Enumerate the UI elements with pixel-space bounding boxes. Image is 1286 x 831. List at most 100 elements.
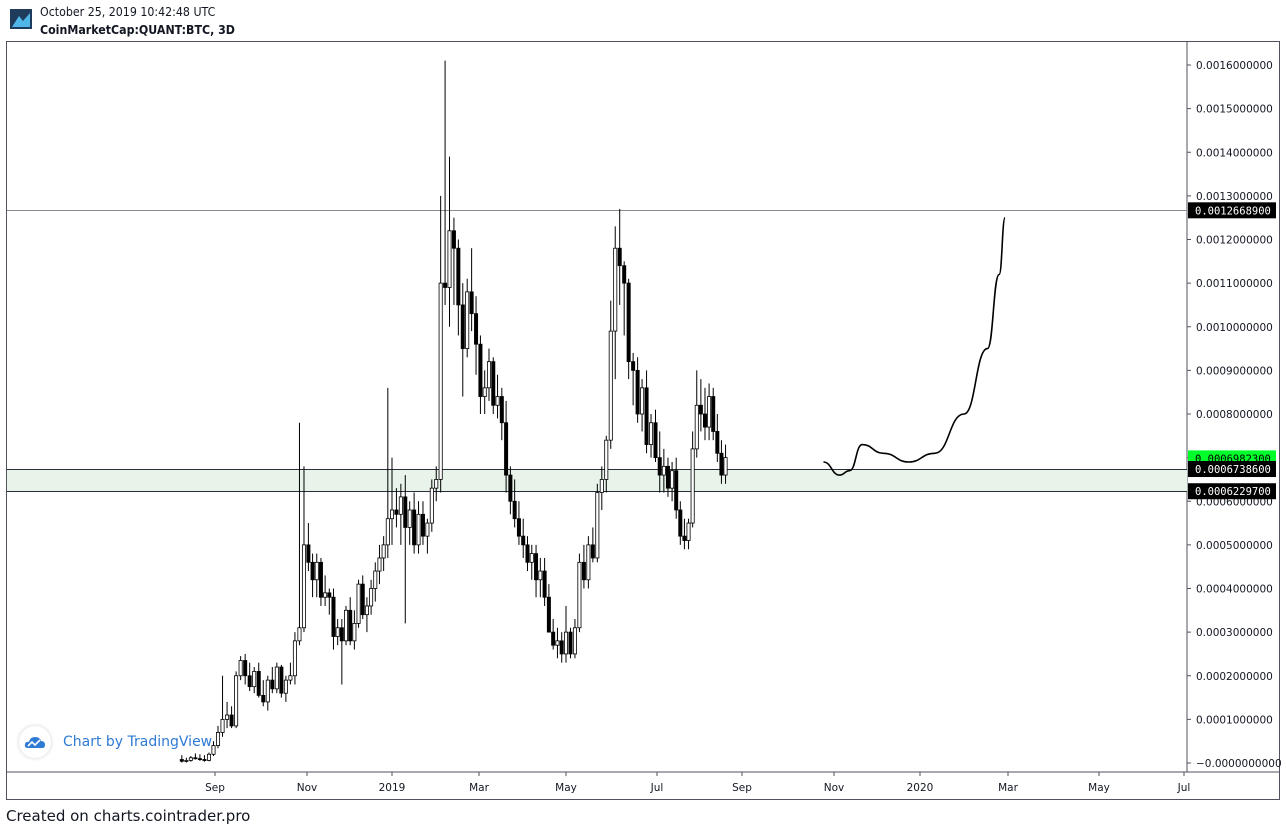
candle-body[interactable] [327,592,332,598]
candle-body[interactable] [698,404,703,415]
candle-body[interactable] [590,544,595,559]
candle-body[interactable] [640,387,645,415]
candle-body[interactable] [297,627,302,642]
candle-body[interactable] [364,605,369,616]
candle-body[interactable] [512,500,517,520]
candle-body[interactable] [301,544,306,629]
candle-body[interactable] [373,570,378,589]
candle-body[interactable] [234,675,239,727]
candle-body[interactable] [318,561,323,598]
candle-body[interactable] [572,627,577,655]
candle-body[interactable] [394,509,399,515]
candle-body[interactable] [247,675,252,688]
candle-body[interactable] [542,570,547,598]
candle-body[interactable] [604,439,609,480]
candle-body[interactable] [465,291,470,349]
candle-body[interactable] [460,304,465,349]
candle-body[interactable] [499,396,504,424]
candle-body[interactable] [665,465,670,489]
candle-body[interactable] [279,666,284,694]
candle-body[interactable] [568,631,573,655]
candle-body[interactable] [482,387,487,397]
candle-body[interactable] [229,714,234,727]
candle-body[interactable] [265,679,270,703]
candle-body[interactable] [478,343,483,397]
candle-body[interactable] [283,679,288,694]
candle-body[interactable] [429,487,434,524]
candle-body[interactable] [352,623,357,642]
candle-body[interactable] [657,457,662,476]
candle-body[interactable] [434,479,439,489]
candle-body[interactable] [635,369,640,415]
candle-body[interactable] [599,479,604,493]
candle-body[interactable] [534,553,539,581]
candle-body[interactable] [491,361,496,406]
candle-body[interactable] [179,759,184,762]
candle-body[interactable] [690,448,695,524]
candle-body[interactable] [626,282,631,363]
candle-body[interactable] [715,431,720,454]
candle-body[interactable] [521,535,526,546]
candle-body[interactable] [516,518,521,537]
candle-body[interactable] [495,396,500,406]
candle-body[interactable] [486,361,491,389]
candle-body[interactable] [649,422,654,445]
candle-body[interactable] [694,404,699,450]
candle-body[interactable] [206,753,211,761]
candle-body[interactable] [577,561,582,629]
candle-body[interactable] [197,758,202,761]
candle-body[interactable] [581,561,586,581]
candle-body[interactable] [456,247,461,306]
candle-body[interactable] [617,247,622,267]
candle-body[interactable] [425,522,430,537]
candle-body[interactable] [719,452,724,476]
candle-body[interactable] [559,640,564,655]
candle-body[interactable] [416,513,421,546]
candle-body[interactable] [686,522,691,541]
candle-body[interactable] [438,282,443,480]
candle-body[interactable] [385,518,390,546]
candle-body[interactable] [369,588,374,607]
candle-body[interactable] [238,660,243,677]
candle-body[interactable] [674,470,679,511]
candle-body[interactable] [595,492,600,559]
candle-body[interactable] [225,714,230,720]
candle-body[interactable] [586,544,591,581]
candle-body[interactable] [538,570,543,581]
candle-body[interactable] [707,396,712,428]
candle-body[interactable] [508,474,513,502]
candle-body[interactable] [661,465,666,476]
candle-body[interactable] [682,535,687,541]
candle-body[interactable] [546,596,551,633]
candle-body[interactable] [314,561,319,581]
candle-body[interactable] [474,313,479,345]
candle-body[interactable] [252,670,257,688]
candle-body[interactable] [504,422,509,476]
candle-body[interactable] [412,509,417,546]
candle-body[interactable] [306,544,311,563]
candle-body[interactable] [348,609,353,642]
candle-body[interactable] [551,631,556,646]
candle-body[interactable] [184,759,189,762]
candle-body[interactable] [711,396,716,432]
candle-body[interactable] [323,592,328,598]
candle-body[interactable] [525,544,530,563]
candle-body[interactable] [193,757,198,760]
candle-body[interactable] [202,759,207,761]
candle-body[interactable] [555,640,560,646]
candle-body[interactable] [389,509,394,520]
candle-body[interactable] [622,265,627,284]
candle-body[interactable] [243,660,248,677]
candle-body[interactable] [292,640,297,677]
candle-body[interactable] [377,557,382,572]
candle-body[interactable] [344,609,349,642]
candle-body[interactable] [211,745,216,755]
candle-body[interactable] [644,387,649,445]
projection-path[interactable] [823,216,1006,476]
candle-body[interactable] [653,422,658,459]
candle-body[interactable] [331,596,336,637]
candle-body[interactable] [447,230,452,288]
candle-body[interactable] [339,627,344,642]
candle-body[interactable] [631,361,636,371]
